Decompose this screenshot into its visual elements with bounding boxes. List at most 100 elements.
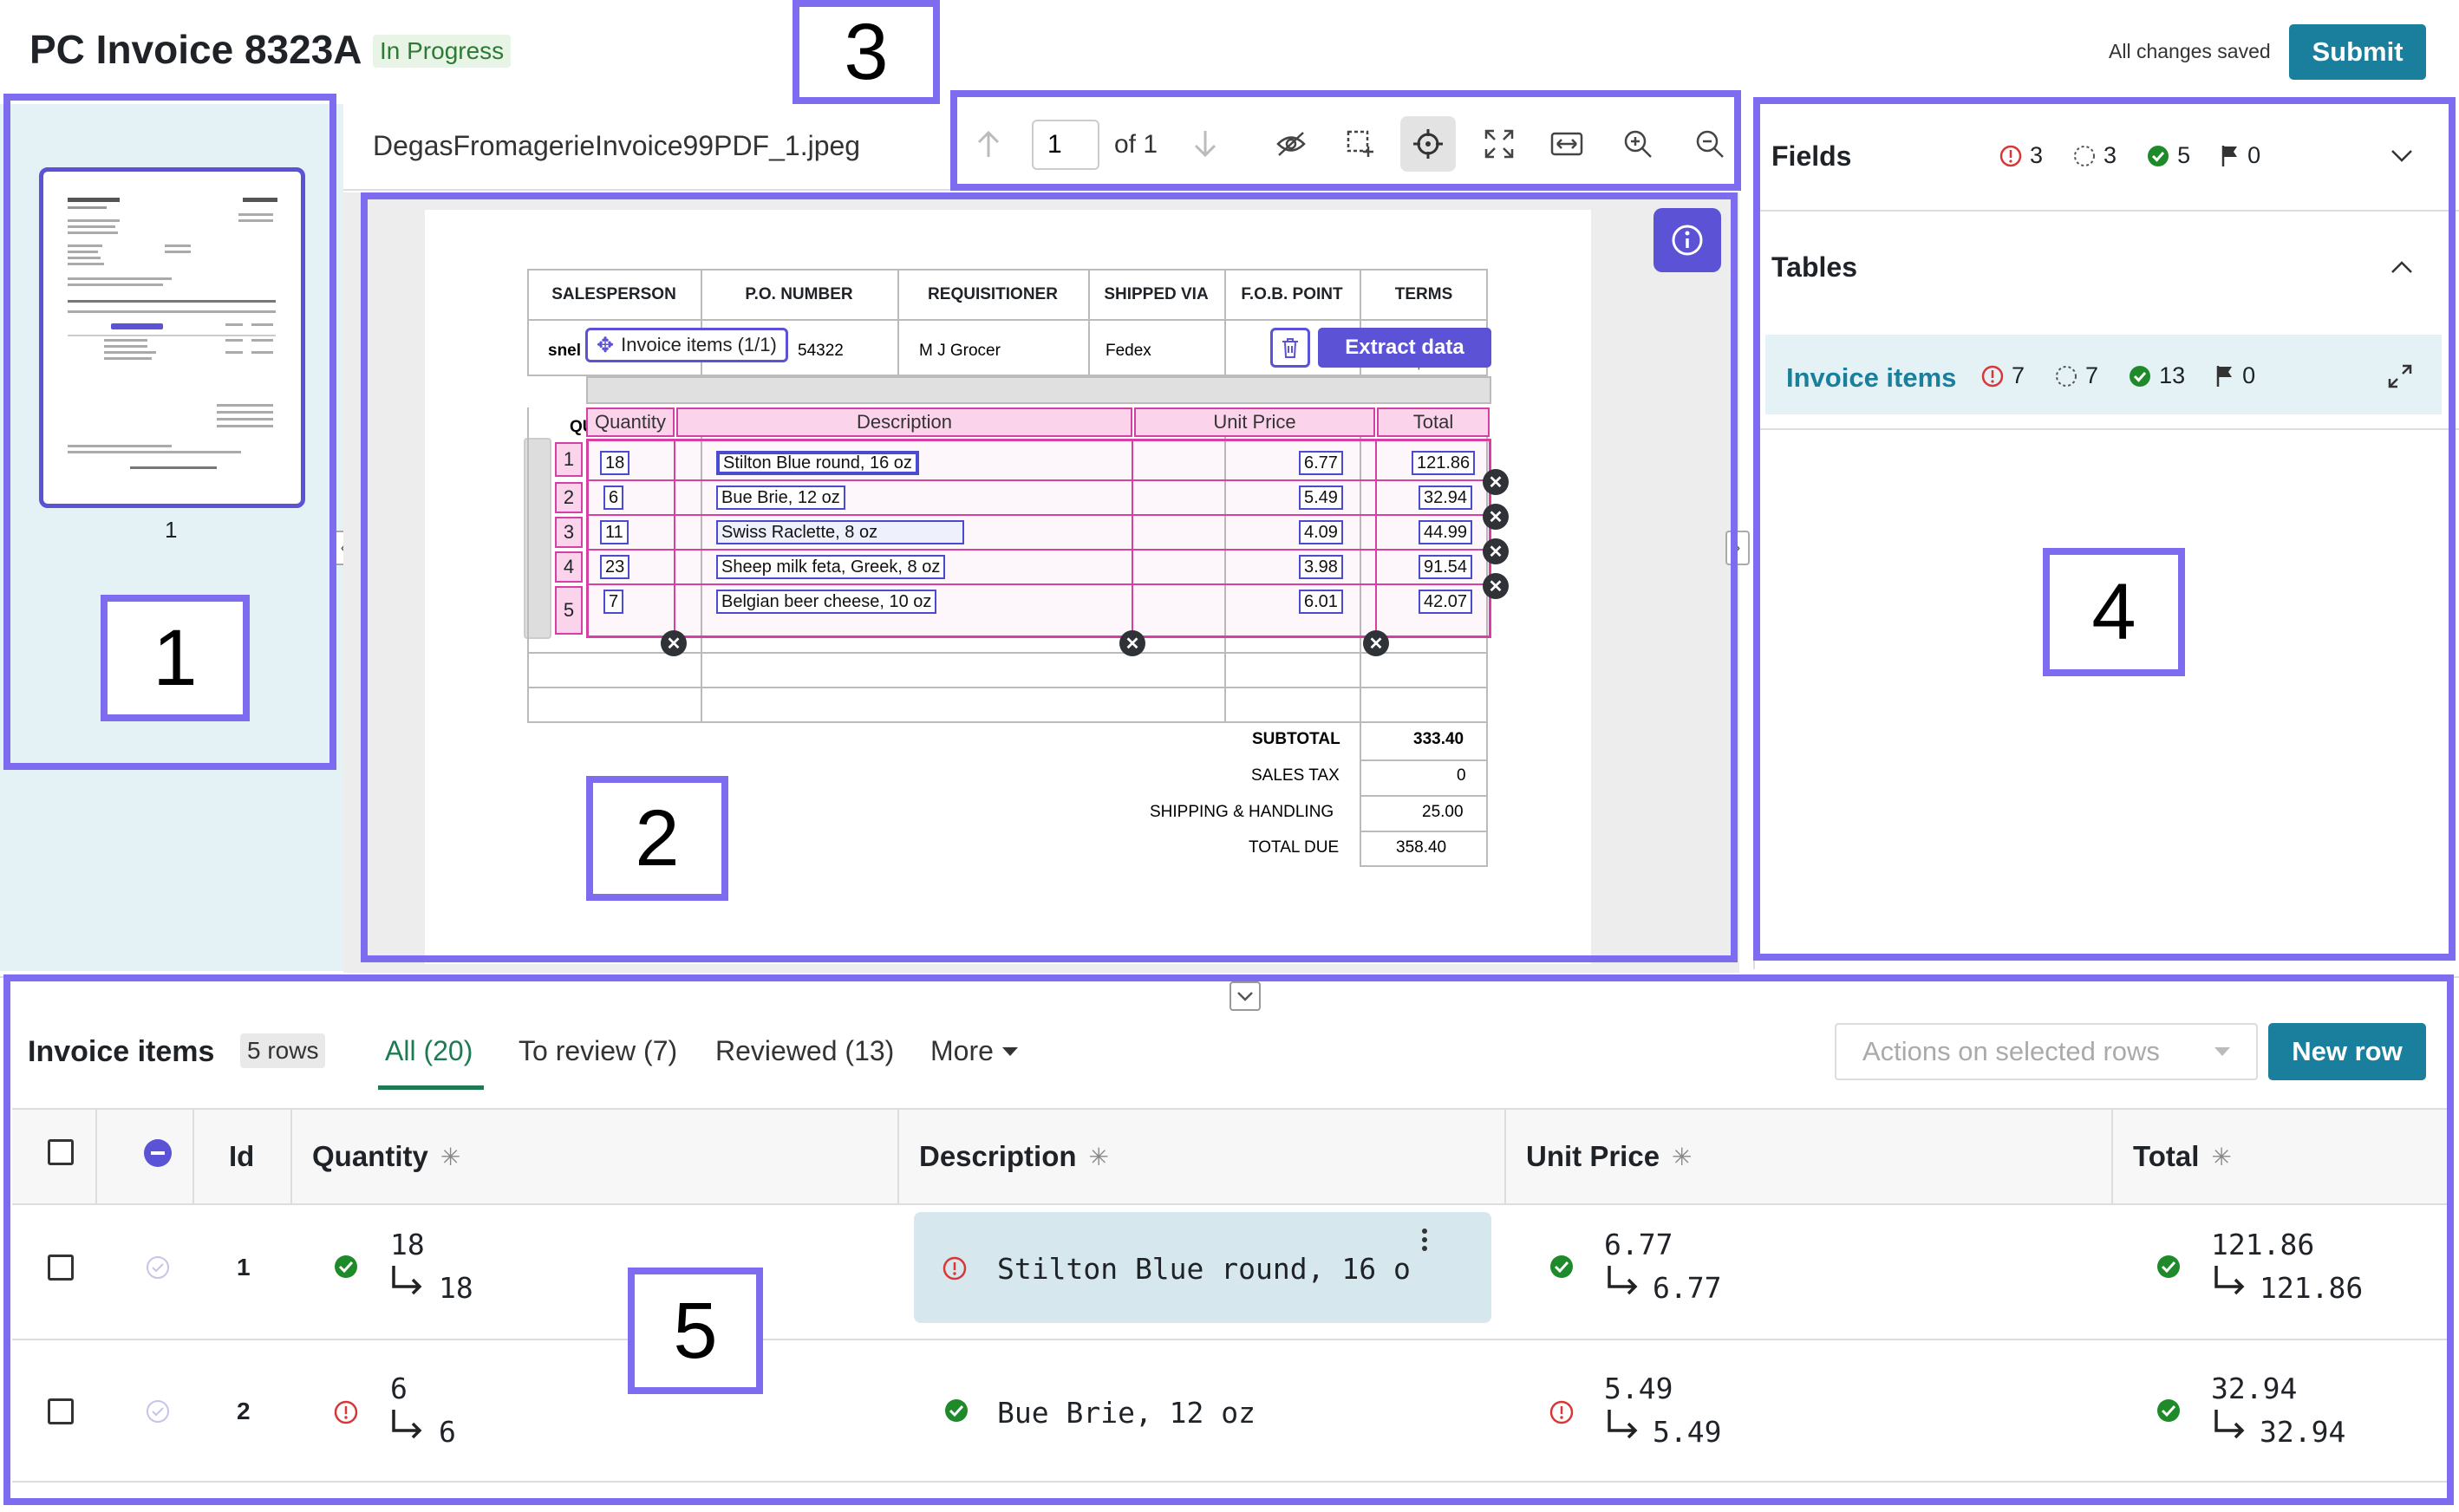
tab-more[interactable]: More	[930, 1035, 1018, 1067]
cell-description[interactable]: Bue Brie, 12 oz	[716, 486, 845, 510]
extracted-arrow-icon	[388, 1264, 425, 1299]
cell-description[interactable]: Belgian beer cheese, 10 oz	[716, 590, 937, 614]
table-row[interactable]	[12, 1342, 2449, 1483]
total-value[interactable]: 32.94	[2211, 1372, 2298, 1405]
overlay-row-number[interactable]: 1	[555, 442, 583, 477]
remove-column-icon[interactable]: ✕	[1119, 630, 1145, 656]
table-item-name[interactable]: Invoice items	[1786, 362, 1957, 393]
page-title: PC Invoice 8323A	[29, 27, 362, 72]
select-region-icon[interactable]	[1340, 123, 1381, 165]
zoom-out-icon[interactable]	[1689, 123, 1731, 165]
quantity-value[interactable]: 6	[390, 1372, 408, 1405]
cell-unit-price[interactable]: 4.09	[1299, 520, 1343, 544]
extracted-arrow-icon	[1604, 1264, 1640, 1299]
cell-quantity[interactable]: 18	[600, 451, 630, 475]
fields-section-title[interactable]: Fields	[1771, 140, 1852, 172]
more-options-icon[interactable]	[1412, 1224, 1438, 1255]
tab-reviewed[interactable]: Reviewed (13)	[715, 1035, 895, 1066]
overlay-col-header-unit-price[interactable]: Unit Price	[1134, 407, 1375, 437]
description-value[interactable]: Stilton Blue round, 16 o	[997, 1252, 1411, 1286]
col-header-unit-price[interactable]: Unit Price ✳	[1526, 1108, 1693, 1205]
invoice-items-overlay-label[interactable]: ✥ Invoice items (1/1)	[585, 328, 788, 362]
description-editing-cell[interactable]	[914, 1212, 1491, 1323]
new-row-button[interactable]: New row	[2268, 1023, 2426, 1080]
cell-quantity[interactable]: 7	[603, 590, 624, 614]
cell-total[interactable]: 91.54	[1419, 555, 1473, 579]
remove-row-icon[interactable]: ✕	[1483, 504, 1509, 530]
tab-all[interactable]: All (20)	[385, 1035, 473, 1066]
next-page-icon[interactable]	[1188, 127, 1223, 161]
delete-table-icon[interactable]	[1270, 328, 1310, 368]
quantity-value[interactable]: 18	[390, 1228, 425, 1261]
pending-count: 7	[2054, 362, 2098, 389]
extract-data-button[interactable]: Extract data	[1318, 328, 1491, 368]
description-value[interactable]: Bue Brie, 12 oz	[997, 1396, 1256, 1430]
cell-unit-price[interactable]: 6.01	[1299, 590, 1343, 614]
remove-row-icon[interactable]: ✕	[1483, 573, 1509, 599]
check-circle-icon	[2148, 145, 2169, 166]
actions-dropdown[interactable]: Actions on selected rows	[1835, 1023, 2258, 1080]
col-header-total[interactable]: Total ✳	[2133, 1108, 2232, 1205]
row-checkbox[interactable]	[48, 1255, 74, 1281]
fit-width-icon[interactable]	[1546, 123, 1588, 165]
page-number-input[interactable]	[1032, 120, 1099, 170]
extracted-arrow-icon	[1604, 1408, 1640, 1443]
cell-description[interactable]: Swiss Raclette, 8 oz	[716, 520, 964, 544]
header-divider	[527, 319, 1488, 321]
unit-price-value[interactable]: 5.49	[1604, 1372, 1673, 1405]
cell-quantity[interactable]: 23	[600, 555, 630, 579]
overlay-col-header-total[interactable]: Total	[1377, 407, 1490, 437]
prev-page-icon[interactable]	[971, 127, 1006, 161]
info-icon[interactable]	[1653, 208, 1721, 272]
zoom-in-icon[interactable]	[1617, 123, 1659, 165]
cell-unit-price[interactable]: 3.98	[1299, 555, 1343, 579]
total-value[interactable]: 121.86	[2211, 1228, 2315, 1261]
chevron-up-icon[interactable]	[2384, 250, 2419, 284]
overlay-row-number[interactable]: 4	[555, 551, 583, 583]
items-col-line	[701, 407, 702, 723]
remove-row-icon[interactable]: ✕	[1483, 469, 1509, 495]
remove-row-icon[interactable]: ✕	[1483, 538, 1509, 564]
row-id: 1	[237, 1254, 251, 1281]
submit-button[interactable]: Submit	[2289, 24, 2426, 80]
overlay-row-number[interactable]: 5	[555, 586, 583, 635]
row-checkbox[interactable]	[48, 1398, 74, 1424]
items-table-border	[527, 407, 1488, 723]
cell-total[interactable]: 32.94	[1419, 486, 1473, 510]
grid-col-line	[95, 1108, 97, 1205]
cell-total[interactable]: 121.86	[1412, 451, 1476, 475]
remove-column-icon[interactable]: ✕	[1363, 630, 1389, 656]
cell-unit-price[interactable]: 6.77	[1299, 451, 1343, 475]
tables-section-title[interactable]: Tables	[1771, 251, 1857, 283]
overlay-col-header-description[interactable]: Description	[676, 407, 1132, 437]
remove-column-icon[interactable]: ✕	[661, 630, 687, 656]
cell-description[interactable]: Stilton Blue round, 16 oz	[716, 451, 919, 475]
deselect-icon[interactable]	[144, 1139, 172, 1167]
collapse-bottom-icon[interactable]	[1230, 981, 1261, 1011]
subtotal-label: SUBTOTAL	[1252, 730, 1340, 748]
chevron-down-icon[interactable]	[2384, 139, 2419, 173]
col-header-quantity[interactable]: Quantity ✳	[312, 1108, 460, 1205]
overlay-col-header-quantity[interactable]: Quantity	[586, 407, 675, 437]
fit-page-icon[interactable]	[1478, 123, 1520, 165]
crosshair-icon[interactable]	[1400, 116, 1456, 172]
page-thumbnail[interactable]	[39, 167, 305, 508]
collapse-right-icon[interactable]: ›	[1725, 531, 1750, 565]
select-all-checkbox[interactable]	[48, 1139, 74, 1165]
unit-price-value[interactable]: 6.77	[1604, 1228, 1673, 1261]
col-header-description[interactable]: Description ✳	[919, 1108, 1109, 1205]
table-list-item[interactable]	[1765, 335, 2442, 414]
overlay-row-number[interactable]: 3	[555, 517, 583, 548]
cell-total[interactable]: 44.99	[1419, 520, 1473, 544]
hide-overlay-icon[interactable]	[1270, 123, 1312, 165]
cell-quantity[interactable]: 6	[603, 486, 624, 510]
cell-description[interactable]: Sheep milk feta, Greek, 8 oz	[716, 555, 946, 579]
overlay-row-number[interactable]: 2	[555, 482, 583, 513]
cell-quantity[interactable]: 11	[600, 520, 629, 544]
table-row[interactable]	[12, 1205, 2449, 1340]
cell-total[interactable]: 42.07	[1419, 590, 1473, 614]
expand-icon[interactable]	[2383, 359, 2417, 394]
col-header-id[interactable]: Id	[229, 1140, 255, 1172]
tab-to-review[interactable]: To review (7)	[519, 1035, 678, 1066]
cell-unit-price[interactable]: 5.49	[1299, 486, 1343, 510]
